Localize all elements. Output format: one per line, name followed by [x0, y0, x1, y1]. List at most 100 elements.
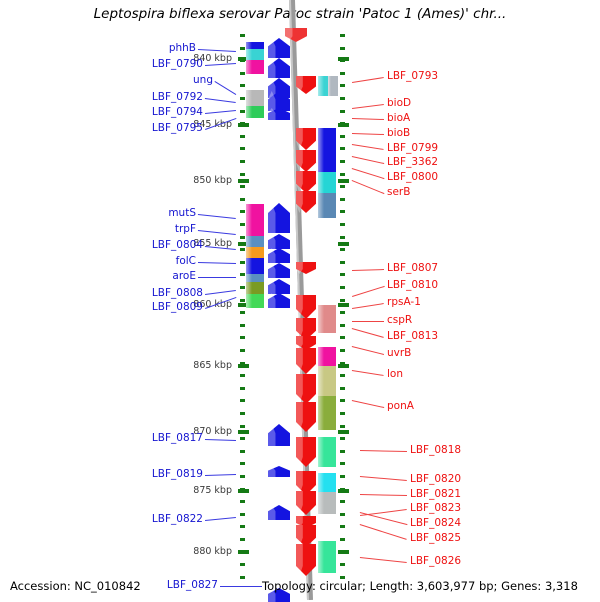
gene-feature-block[interactable]	[318, 541, 336, 573]
gene-arrow-reverse-strand[interactable]	[268, 108, 290, 120]
gene-arrow-forward-strand[interactable]	[296, 471, 316, 495]
gene-arrow-forward-strand[interactable]	[296, 348, 316, 374]
gene-arrow-reverse-strand[interactable]	[268, 505, 290, 520]
gene-feature-block[interactable]	[318, 492, 336, 514]
gene-label-right[interactable]: LBF_0825	[410, 532, 462, 544]
gene-arrow-forward-strand[interactable]	[296, 437, 316, 467]
gene-label-right[interactable]: LBF_0823	[410, 502, 462, 514]
gene-label-left[interactable]: LBF_0792	[151, 91, 203, 103]
gene-label-left[interactable]: aroE	[172, 270, 196, 282]
gene-feature-block[interactable]	[246, 236, 264, 248]
gene-feature-block[interactable]	[328, 76, 338, 96]
gene-label-right[interactable]: rpsA-1	[387, 296, 421, 308]
gene-label-right[interactable]: bioD	[387, 97, 412, 109]
gene-label-left[interactable]: LBF_0817	[151, 432, 203, 444]
gene-label-left[interactable]: folC	[175, 255, 196, 267]
gene-label-right[interactable]: LBF_0793	[387, 70, 439, 82]
gene-arrow-forward-strand[interactable]	[296, 318, 316, 340]
gene-arrow-forward-strand[interactable]	[296, 336, 316, 350]
gene-arrow-forward-strand[interactable]	[296, 295, 316, 319]
gene-feature-block[interactable]	[318, 396, 336, 430]
gene-feature-block[interactable]	[246, 258, 264, 275]
gene-label-left[interactable]: ung	[193, 74, 213, 86]
gene-label-right[interactable]: LBF_3362	[387, 156, 439, 168]
gene-label-left[interactable]: LBF_0794	[151, 106, 203, 118]
gene-label-left[interactable]: LBF_0822	[151, 513, 203, 525]
gene-feature-block[interactable]	[318, 152, 336, 174]
gene-arrow-forward-strand[interactable]	[296, 374, 316, 404]
gene-arrow-forward-strand[interactable]	[296, 402, 316, 432]
gene-feature-block[interactable]	[246, 204, 264, 237]
gene-label-left[interactable]: trpF	[174, 223, 196, 235]
gene-label-right[interactable]: bioA	[387, 112, 411, 124]
gene-arrow-forward-strand[interactable]	[296, 150, 316, 172]
gene-label-right[interactable]: uvrB	[387, 347, 412, 359]
gene-label-left[interactable]: LBF_0795	[151, 122, 203, 134]
gene-label-right[interactable]: LBF_0813	[387, 330, 439, 342]
ruler-tick-minor	[340, 450, 345, 453]
gene-arrow-forward-strand[interactable]	[296, 262, 316, 274]
gene-label-left[interactable]: LBF_0809	[151, 301, 203, 313]
gene-feature-block[interactable]	[318, 193, 336, 218]
gene-arrow-reverse-strand[interactable]	[268, 279, 290, 294]
gene-feature-block[interactable]	[318, 172, 336, 194]
gene-arrow-forward-strand[interactable]	[296, 191, 316, 213]
gene-arrow-reverse-strand[interactable]	[268, 248, 290, 263]
gene-label-right[interactable]: serB	[387, 186, 411, 198]
gene-label-right[interactable]: cspR	[387, 314, 413, 326]
gene-label-left[interactable]: LBF_0819	[151, 468, 203, 480]
gene-arrow-reverse-strand[interactable]	[268, 466, 290, 477]
gene-arrow-reverse-strand[interactable]	[268, 38, 290, 58]
gene-arrow-forward-strand[interactable]	[296, 525, 316, 547]
gene-feature-block[interactable]	[318, 305, 336, 333]
gene-label-right[interactable]: LBF_0800	[387, 171, 439, 183]
gene-arrow-reverse-strand[interactable]	[268, 263, 290, 278]
gene-arrow-forward-strand[interactable]	[296, 128, 316, 150]
gene-arrow-forward-strand[interactable]	[296, 544, 316, 576]
ruler-tick-minor	[340, 525, 345, 528]
gene-label-right[interactable]: LBF_0807	[387, 262, 439, 274]
gene-feature-block[interactable]	[246, 247, 264, 259]
gene-feature-block[interactable]	[318, 128, 336, 154]
gene-label-right[interactable]: lon	[387, 368, 403, 380]
gene-label-left[interactable]: LBF_0790	[151, 58, 203, 70]
gene-arrow-forward-strand[interactable]	[296, 171, 316, 193]
gene-feature-block[interactable]	[246, 42, 264, 52]
gene-label-right[interactable]: LBF_0820	[410, 473, 462, 485]
gene-label-left[interactable]: phhB	[168, 42, 196, 54]
gene-feature-block[interactable]	[246, 294, 264, 308]
gene-label-left[interactable]: LBF_0808	[151, 287, 203, 299]
gene-label-right[interactable]: LBF_0818	[410, 444, 462, 456]
gene-arrow-forward-strand[interactable]	[296, 76, 316, 94]
gene-arrow-reverse-strand[interactable]	[268, 58, 290, 78]
gene-feature-block[interactable]	[318, 437, 336, 467]
gene-feature-block[interactable]	[246, 106, 264, 118]
gene-label-right[interactable]: bioB	[387, 127, 411, 139]
gene-arrow-forward-strand[interactable]	[285, 28, 307, 42]
gene-label-left[interactable]: LBF_0804	[151, 239, 203, 251]
gene-arrow-reverse-strand[interactable]	[268, 234, 290, 249]
gene-arrow-reverse-strand[interactable]	[268, 203, 290, 233]
gene-arrow-reverse-strand[interactable]	[268, 91, 290, 111]
gene-arrow-reverse-strand[interactable]	[268, 424, 290, 446]
gene-feature-block[interactable]	[246, 49, 264, 60]
gene-label-right[interactable]: LBF_0821	[410, 488, 462, 500]
gene-feature-block[interactable]	[318, 366, 336, 400]
gene-label-right[interactable]: ponA	[387, 400, 414, 412]
gene-label-right[interactable]: LBF_0826	[410, 555, 462, 567]
gene-feature-block[interactable]	[246, 60, 264, 74]
gene-arrow-reverse-strand[interactable]	[268, 293, 290, 308]
gene-feature-block[interactable]	[246, 282, 264, 297]
gene-label-right[interactable]: LBF_0810	[387, 279, 439, 291]
gene-label-left[interactable]: mutS	[168, 207, 196, 219]
gene-feature-block[interactable]	[246, 90, 264, 108]
gene-feature-block[interactable]	[318, 347, 336, 369]
gene-feature-block[interactable]	[318, 473, 336, 495]
gene-arrow-forward-strand[interactable]	[296, 491, 316, 515]
gene-label-right[interactable]: LBF_0799	[387, 142, 439, 154]
gene-arrow-reverse-strand[interactable]	[268, 78, 290, 98]
gene-label-left[interactable]: LBF_0827	[166, 579, 218, 591]
gene-label-right[interactable]: LBF_0824	[410, 517, 462, 529]
gene-arrow-reverse-strand[interactable]	[268, 588, 290, 602]
